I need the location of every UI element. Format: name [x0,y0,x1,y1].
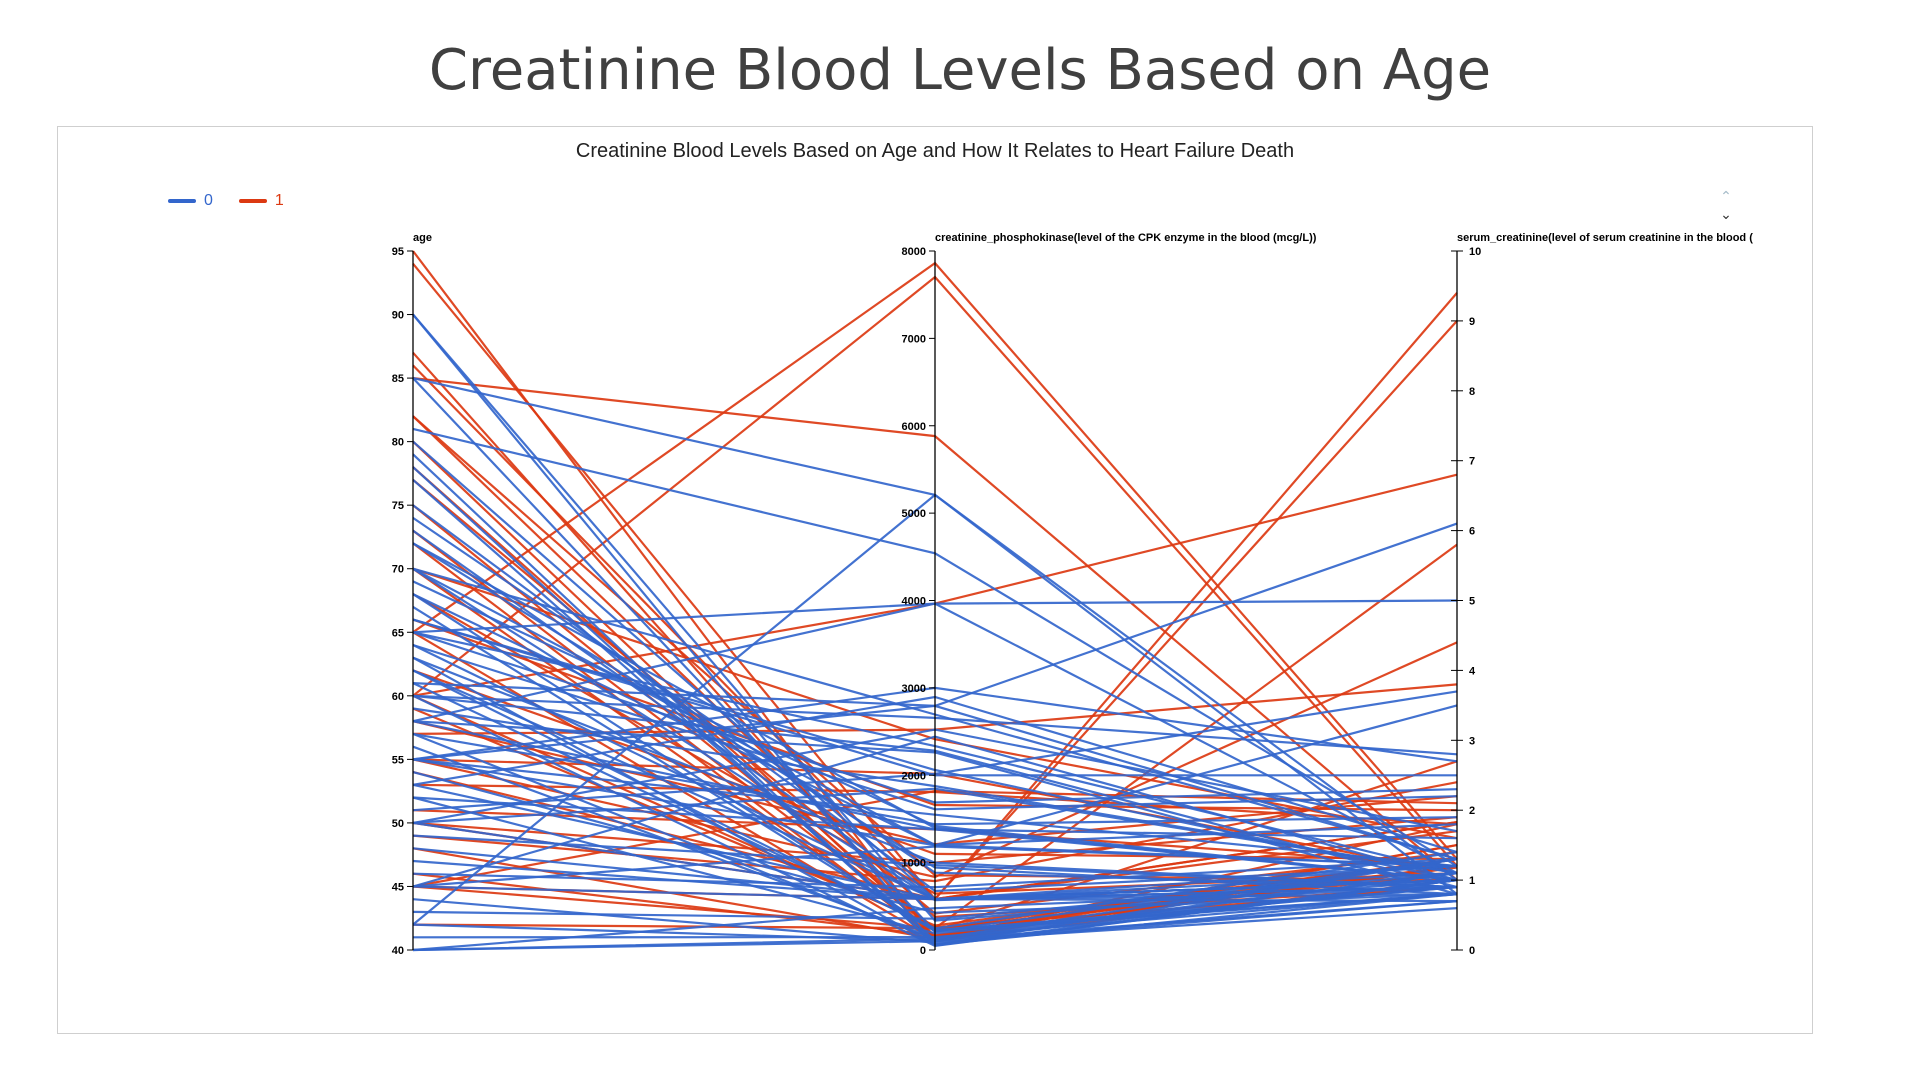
legend-label-0: 0 [204,192,213,209]
axis-tick-label-serum-creatinine-level-of-serum-creatini-5: 5 [1469,596,1475,608]
axis-tick-label-age-55: 55 [392,754,404,766]
legend-label-1: 1 [274,192,284,209]
pager-down-icon[interactable]: ⌄ [1720,206,1732,222]
axis-tick-label-serum-creatinine-level-of-serum-creatini-2: 2 [1469,805,1475,817]
axis-tick-label-age-40: 40 [392,945,404,957]
axis-tick-label-serum-creatinine-level-of-serum-creatini-0: 0 [1469,945,1475,957]
axis-tick-label-serum-creatinine-level-of-serum-creatini-1: 1 [1469,875,1475,887]
axes: age404550556065707580859095creatinine_ph… [392,232,1753,957]
axis-tick-label-age-60: 60 [392,691,404,703]
legend-swatch-0 [168,199,196,203]
axis-tick-label-creatinine-phosphokinase-level-of-the-cp-4000: 4000 [902,596,926,608]
axis-tick-label-creatinine-phosphokinase-level-of-the-cp-3000: 3000 [902,683,926,695]
axis-tick-label-serum-creatinine-level-of-serum-creatini-6: 6 [1469,526,1475,538]
axis-tick-label-age-45: 45 [392,881,404,893]
axis-tick-label-age-95: 95 [392,246,404,258]
axis-tick-label-serum-creatinine-level-of-serum-creatini-8: 8 [1469,386,1475,398]
legend-item-0[interactable]: 0 [168,192,213,210]
pager-up-icon[interactable]: ⌃ [1720,188,1732,204]
legend-swatch-1 [238,199,267,203]
axis-tick-label-age-85: 85 [392,373,404,385]
chart-title: Creatinine Blood Levels Based on Age and… [575,140,1295,162]
axis-tick-label-age-50: 50 [392,818,404,830]
axis-tick-label-serum-creatinine-level-of-serum-creatini-3: 3 [1469,735,1475,747]
axis-tick-label-serum-creatinine-level-of-serum-creatini-9: 9 [1469,316,1475,328]
axis-tick-label-creatinine-phosphokinase-level-of-the-cp-5000: 5000 [902,508,926,520]
slide-title: Creatinine Blood Levels Based on Age [428,38,1492,103]
axis-tick-label-age-80: 80 [392,437,404,449]
axis-tick-label-age-90: 90 [392,310,404,322]
axis-tick-label-creatinine-phosphokinase-level-of-the-cp-7000: 7000 [902,333,926,345]
axis-tick-label-serum-creatinine-level-of-serum-creatini-4: 4 [1469,665,1476,677]
parallel-coordinates-plot: age404550556065707580859095creatinine_ph… [392,232,1753,957]
axis-tick-label-creatinine-phosphokinase-level-of-the-cp-2000: 2000 [902,770,926,782]
axis-title-creatinine-phosphokinase-level-of-the-cp[interactable]: creatinine_phosphokinase(level of the CP… [935,232,1317,244]
axis-tick-label-serum-creatinine-level-of-serum-creatini-10: 10 [1469,246,1481,258]
chart-frame: Creatinine Blood Levels Based on Age and… [57,126,1813,1034]
axis-tick-label-creatinine-phosphokinase-level-of-the-cp-0: 0 [920,945,926,957]
axis-tick-label-age-75: 75 [392,500,404,512]
axis-tick-label-serum-creatinine-level-of-serum-creatini-7: 7 [1469,456,1475,468]
axis-tick-label-creatinine-phosphokinase-level-of-the-cp-8000: 8000 [902,246,926,258]
axis-tick-label-creatinine-phosphokinase-level-of-the-cp-1000: 1000 [902,858,926,870]
axis-tick-label-age-65: 65 [392,627,404,639]
axis-tick-label-creatinine-phosphokinase-level-of-the-cp-6000: 6000 [902,421,926,433]
axis-title-serum-creatinine-level-of-serum-creatini[interactable]: serum_creatinine(level of serum creatini… [1457,232,1753,244]
legend[interactable]: 0 1 [168,192,284,210]
axis-tick-label-age-70: 70 [392,564,404,576]
legend-item-1[interactable]: 1 [238,192,284,210]
axis-title-age[interactable]: age [413,232,432,244]
axis-pager[interactable]: ⌃ ⌄ [1714,187,1738,223]
